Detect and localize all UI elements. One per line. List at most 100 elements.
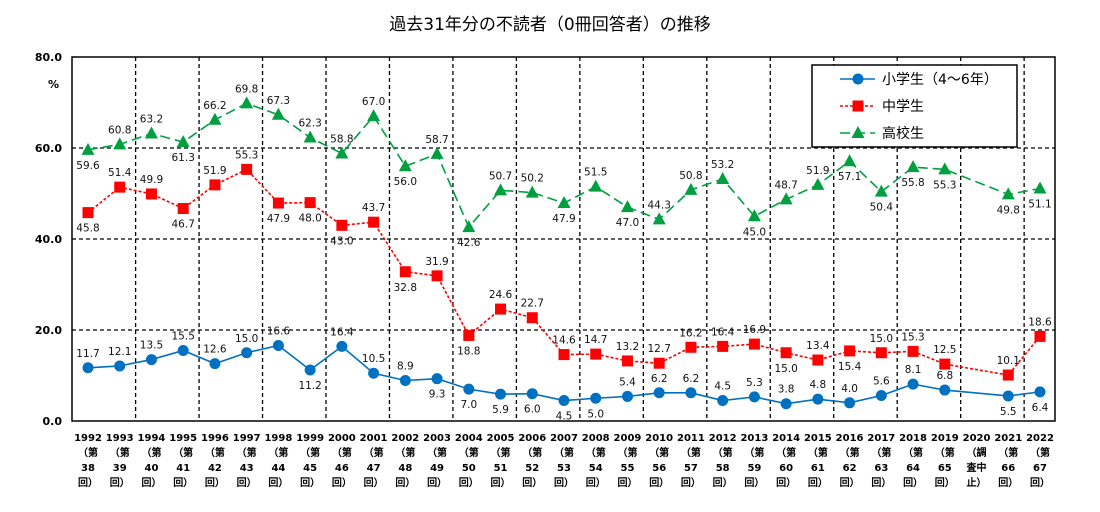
data-label: 55.3 — [235, 149, 258, 161]
data-point-triangle — [81, 142, 95, 155]
data-label: 51.1 — [1028, 198, 1051, 210]
data-point-triangle — [525, 185, 539, 198]
x-tick-label: 2007 — [550, 433, 578, 444]
data-label: 60.8 — [108, 124, 131, 136]
data-point-square — [590, 348, 602, 360]
x-tick-label: 61 — [811, 463, 825, 474]
data-label: 57.1 — [838, 171, 861, 183]
data-point-triangle — [398, 159, 412, 172]
data-point-triangle — [144, 126, 158, 139]
data-label: 55.3 — [933, 179, 956, 191]
data-point-triangle — [430, 146, 444, 159]
x-tick-label: （第 — [776, 446, 796, 459]
data-label: 46.7 — [172, 219, 195, 231]
x-tick-label: 54 — [589, 463, 603, 474]
x-tick-label: 2010 — [645, 433, 673, 444]
data-label: 58.8 — [330, 133, 353, 145]
x-tick-label: 52 — [525, 463, 539, 474]
data-point-square — [812, 354, 824, 366]
data-label: 67.0 — [362, 96, 385, 108]
x-tick-label: 査中 — [966, 461, 987, 474]
x-tick-label: 回） — [903, 476, 923, 489]
chart-title: 過去31年分の不読者（0冊回答者）の推移 — [389, 15, 710, 35]
data-label: 11.7 — [76, 348, 99, 360]
plot-frame — [71, 56, 1056, 422]
x-tick-label: 59 — [747, 463, 761, 474]
data-point-square — [844, 345, 856, 357]
data-point-circle — [907, 378, 919, 390]
data-point-triangle — [271, 107, 285, 120]
data-point-triangle — [620, 200, 634, 213]
data-point-triangle — [176, 135, 190, 148]
x-tick-label: （第 — [237, 446, 257, 459]
y-tick-label: 20.0 — [35, 324, 62, 337]
x-tick-label: 2005 — [487, 433, 515, 444]
data-point-triangle — [684, 182, 698, 195]
data-label: 18.8 — [457, 345, 480, 357]
x-tick-label: 67 — [1033, 463, 1047, 474]
x-tick-label: 2001 — [360, 433, 388, 444]
data-point-circle — [939, 384, 951, 396]
data-point-circle — [336, 340, 348, 352]
x-tick-label: （第 — [364, 446, 384, 459]
x-tick-label: 43 — [240, 463, 254, 474]
x-tick-label: 回） — [332, 476, 352, 489]
x-tick-label: 41 — [176, 463, 190, 474]
data-point-circle — [114, 360, 126, 372]
data-point-circle — [558, 395, 570, 407]
data-point-triangle — [240, 96, 254, 109]
legend-label: 中学生 — [882, 99, 924, 115]
x-tick-label: 2003 — [423, 433, 451, 444]
data-label: 8.9 — [397, 361, 414, 373]
data-point-triangle — [938, 162, 952, 175]
x-tick-label: 回） — [141, 476, 161, 489]
data-label: 11.2 — [298, 380, 321, 392]
data-label: 4.8 — [810, 379, 827, 391]
data-label: 14.6 — [552, 335, 576, 347]
x-tick-label: 止） — [967, 476, 987, 489]
data-point-square — [463, 329, 475, 341]
x-tick-label: 2015 — [804, 433, 832, 444]
x-tick-label: （第 — [935, 446, 955, 459]
data-label: 22.7 — [521, 298, 544, 310]
x-tick-label: 回） — [586, 476, 606, 489]
x-tick-label: 回） — [871, 476, 891, 489]
data-label: 43.7 — [362, 202, 385, 214]
data-label: 31.9 — [425, 256, 448, 268]
x-tick-label: （第 — [522, 446, 542, 459]
data-label: 45.8 — [76, 223, 99, 235]
x-tick-label: 1995 — [169, 433, 197, 444]
x-tick-label: 2006 — [518, 433, 546, 444]
x-tick-label: 57 — [684, 463, 698, 474]
x-tick-label: 2012 — [709, 433, 737, 444]
data-label: 12.6 — [203, 344, 227, 356]
data-label: 16.9 — [743, 324, 766, 336]
data-label: 12.5 — [933, 344, 956, 356]
data-label: 59.6 — [76, 160, 100, 172]
data-point-square — [748, 338, 760, 350]
data-label: 51.9 — [203, 165, 226, 177]
data-label: 55.8 — [901, 177, 924, 189]
data-point-circle — [82, 362, 94, 374]
x-tick-label: 2019 — [931, 433, 959, 444]
x-tick-label: 回） — [935, 476, 955, 489]
data-point-circle — [145, 354, 157, 366]
data-point-triangle — [716, 171, 730, 184]
data-label: 47.9 — [267, 213, 290, 225]
x-tick-label: （第 — [110, 446, 130, 459]
data-point-square — [241, 163, 253, 175]
x-tick-label: 2002 — [391, 433, 419, 444]
data-point-square — [875, 347, 887, 359]
x-tick-label: （第 — [459, 446, 479, 459]
data-label: 16.4 — [711, 326, 735, 338]
data-point-circle — [431, 373, 443, 385]
y-axis-unit: % — [48, 78, 59, 91]
data-point-circle — [780, 398, 792, 410]
data-point-square — [852, 100, 864, 112]
data-point-triangle — [851, 126, 865, 138]
x-tick-label: 2016 — [836, 433, 864, 444]
x-tick-label: 回） — [617, 476, 637, 489]
data-point-square — [114, 181, 126, 193]
data-label: 18.6 — [1028, 316, 1052, 328]
data-label: 53.2 — [711, 159, 734, 171]
